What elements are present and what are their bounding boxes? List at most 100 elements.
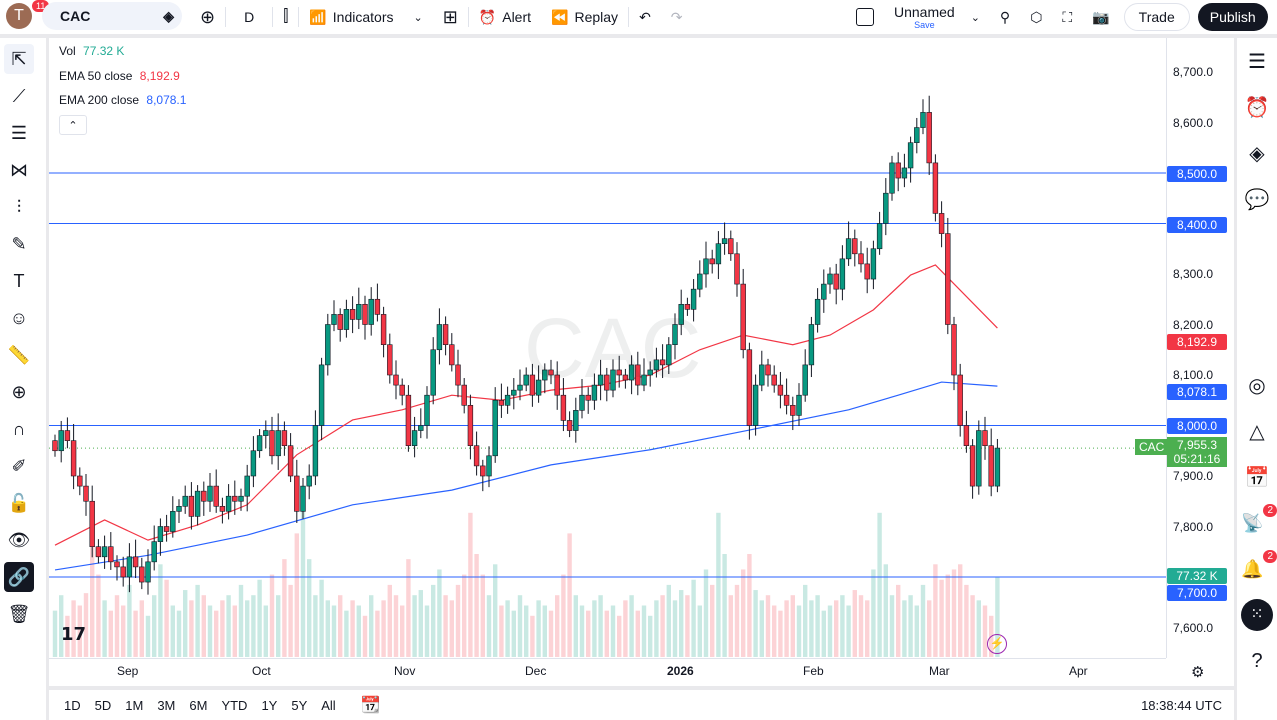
candle-body: [449, 344, 455, 366]
search-icon: ⚲: [999, 8, 1011, 25]
remove-drawings-tool[interactable]: 🗑: [4, 599, 34, 629]
candle-body: [759, 364, 765, 386]
volume-bar: [914, 605, 919, 657]
user-avatar[interactable]: T 11: [6, 0, 50, 29]
fib-tool[interactable]: ☰: [4, 118, 34, 148]
candle-body: [777, 384, 784, 396]
range-button-1d[interactable]: 1D: [64, 697, 81, 713]
legend-ema50[interactable]: EMA 50 close 8,192.9: [59, 69, 180, 83]
settings-button[interactable]: ⬡: [1020, 0, 1052, 34]
layout-button[interactable]: Unnamed Save ⌄: [846, 0, 990, 34]
chart-type-button[interactable]: ⫿: [273, 0, 298, 34]
range-button-6m[interactable]: 6M: [189, 697, 208, 713]
range-button-3m[interactable]: 3M: [157, 697, 176, 713]
candle-body: [591, 384, 598, 401]
magnet-tool[interactable]: ∩: [4, 414, 34, 444]
range-button-all[interactable]: All: [321, 697, 336, 713]
compare-symbol-button[interactable]: ⊕: [190, 0, 225, 34]
object-tree-button[interactable]: ◈: [1237, 130, 1277, 176]
forecast-tool[interactable]: ⫶: [4, 192, 34, 222]
gauge-icon: ◎: [1248, 374, 1266, 397]
lightning-icon[interactable]: ⚡: [987, 634, 1007, 654]
volume-bar: [865, 600, 870, 657]
volume-bar: [102, 600, 107, 657]
candle-body: [275, 430, 281, 457]
undo-button[interactable]: ↶: [629, 0, 661, 34]
lock-drawings-tool[interactable]: 🔓: [4, 488, 34, 518]
trend-line-tool[interactable]: ⟋: [4, 81, 34, 111]
diamond-icon[interactable]: ◈: [163, 7, 174, 24]
candle-body: [976, 430, 982, 487]
indicators-button[interactable]: 📶 Indicators ⌄: [299, 0, 432, 34]
alerts-panel-button[interactable]: ⏰: [1237, 84, 1277, 130]
volume-bar: [282, 559, 287, 657]
patterns-tool[interactable]: ⋈: [4, 155, 34, 185]
emoji-tool[interactable]: ☺: [4, 303, 34, 333]
legend-ema200[interactable]: EMA 200 close 8,078.1: [59, 93, 186, 107]
quick-search-button[interactable]: ⚲: [990, 0, 1020, 34]
watermark: CAC: [524, 301, 702, 395]
price-axis[interactable]: [1166, 38, 1234, 658]
chevron-down-icon[interactable]: ⌄: [970, 11, 980, 24]
chart-pane[interactable]: CAC Vol 77.32 K EMA 50 close 8,192.9 EMA…: [49, 38, 1234, 686]
trade-button[interactable]: Trade: [1123, 3, 1190, 31]
range-button-1m[interactable]: 1M: [125, 697, 144, 713]
smiley-icon: ☺: [9, 307, 29, 328]
replay-button[interactable]: ⏪ Replay: [541, 0, 628, 34]
brush-tool[interactable]: ✎: [4, 229, 34, 259]
publish-label: Publish: [1209, 9, 1256, 25]
legend-volume[interactable]: Vol 77.32 K: [59, 44, 124, 58]
volume-bar: [555, 595, 560, 657]
stay-drawing-tool[interactable]: ✐: [4, 451, 34, 481]
fullscreen-button[interactable]: ⛶: [1052, 0, 1082, 34]
alert-button[interactable]: ⏰ Alert: [469, 0, 541, 34]
candle-body: [225, 495, 232, 512]
cursor-tool[interactable]: ⇱: [4, 44, 34, 74]
publish-button[interactable]: Publish: [1197, 3, 1268, 31]
layouts-button[interactable]: ⊞: [433, 0, 468, 34]
interval-button[interactable]: D: [226, 0, 272, 34]
candle-body: [889, 162, 895, 194]
date-range-button[interactable]: 📆: [361, 695, 381, 715]
clock[interactable]: 18:38:44 UTC: [1141, 697, 1222, 713]
axis-settings-button[interactable]: ⚙: [1191, 663, 1204, 681]
snapshot-button[interactable]: 📷: [1082, 0, 1119, 34]
candle-body: [170, 511, 176, 532]
collapse-legend-button[interactable]: ⌃: [59, 115, 87, 135]
hide-drawings-tool[interactable]: 👁: [4, 525, 34, 555]
products-button[interactable]: ⁙: [1237, 592, 1277, 638]
chevron-down-icon[interactable]: ⌄: [413, 11, 423, 24]
volume-bar: [338, 595, 343, 657]
range-button-1y[interactable]: 1Y: [261, 697, 278, 713]
zoom-tool[interactable]: ⊕: [4, 377, 34, 407]
symbol-search[interactable]: CAC ◈: [42, 2, 182, 30]
technicals-button[interactable]: ◎: [1237, 362, 1277, 408]
redo-icon: ↷: [670, 8, 683, 25]
volume-bar: [257, 579, 262, 657]
notifications-button[interactable]: 🔔 2: [1237, 546, 1277, 592]
ideas-button[interactable]: △: [1237, 408, 1277, 454]
price-chart[interactable]: [49, 38, 1234, 686]
calendar-button[interactable]: 📅: [1237, 454, 1277, 500]
range-button-5d[interactable]: 5D: [94, 697, 112, 713]
text-tool[interactable]: T: [4, 266, 34, 296]
candle-body: [709, 258, 715, 265]
sync-drawings-tool[interactable]: 🔗: [4, 562, 34, 592]
fullscreen-icon: ⛶: [1062, 8, 1073, 25]
candle-body: [411, 430, 418, 446]
measure-tool[interactable]: 📏: [4, 340, 34, 370]
x-tick-label: Dec: [525, 664, 547, 678]
bell-icon: 🔔: [1241, 558, 1264, 579]
volume-bar: [443, 595, 448, 657]
volume-bar: [672, 600, 678, 657]
chat-button[interactable]: 💬: [1237, 176, 1277, 222]
redo-button[interactable]: ↷: [661, 0, 693, 34]
time-axis[interactable]: [49, 658, 1166, 686]
tradingview-logo[interactable]: 𝟭𝟳: [61, 624, 87, 644]
range-button-ytd[interactable]: YTD: [221, 697, 248, 713]
watchlist-button[interactable]: ☰: [1237, 38, 1277, 84]
help-button[interactable]: ?: [1237, 638, 1277, 684]
range-button-5y[interactable]: 5Y: [291, 697, 308, 713]
candle-body: [436, 324, 443, 351]
news-button[interactable]: 📡 2: [1237, 500, 1277, 546]
